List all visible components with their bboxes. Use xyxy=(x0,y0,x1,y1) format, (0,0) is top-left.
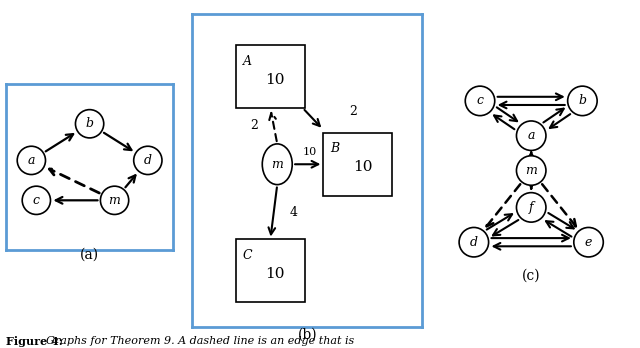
Bar xyxy=(236,45,305,108)
Circle shape xyxy=(22,186,51,214)
Circle shape xyxy=(516,121,546,150)
Text: a: a xyxy=(28,154,35,167)
Circle shape xyxy=(459,228,488,257)
Text: (a): (a) xyxy=(80,248,99,262)
Text: d: d xyxy=(470,236,478,249)
Text: m: m xyxy=(109,194,120,207)
Text: a: a xyxy=(527,129,535,142)
Circle shape xyxy=(262,144,292,184)
Text: b: b xyxy=(579,94,586,108)
Text: e: e xyxy=(585,236,592,249)
Circle shape xyxy=(516,193,546,222)
Text: Graphs for Theorem 9. A dashed line is an edge that is: Graphs for Theorem 9. A dashed line is a… xyxy=(46,336,355,346)
Text: 10: 10 xyxy=(353,160,372,174)
Text: B: B xyxy=(330,142,339,155)
Circle shape xyxy=(568,86,597,116)
Bar xyxy=(323,133,392,196)
Text: c: c xyxy=(477,94,483,108)
Text: A: A xyxy=(243,55,252,68)
Circle shape xyxy=(134,146,162,175)
Circle shape xyxy=(17,146,45,175)
Text: c: c xyxy=(33,194,40,207)
Text: d: d xyxy=(144,154,152,167)
Text: C: C xyxy=(243,249,252,262)
Circle shape xyxy=(100,186,129,214)
Text: 2: 2 xyxy=(250,119,258,132)
Circle shape xyxy=(516,156,546,185)
Bar xyxy=(236,239,305,302)
Text: Figure 4:: Figure 4: xyxy=(6,336,63,347)
Text: b: b xyxy=(86,117,93,130)
Circle shape xyxy=(76,110,104,138)
Text: m: m xyxy=(271,158,283,171)
Text: 4: 4 xyxy=(289,206,298,219)
Text: 10: 10 xyxy=(302,147,317,157)
Text: 2: 2 xyxy=(349,104,357,118)
Text: m: m xyxy=(525,164,537,177)
Text: (c): (c) xyxy=(522,269,541,283)
Circle shape xyxy=(574,228,604,257)
Text: 10: 10 xyxy=(265,267,285,281)
Circle shape xyxy=(465,86,495,116)
Text: 10: 10 xyxy=(265,73,285,87)
Text: f: f xyxy=(529,201,534,214)
Text: (b): (b) xyxy=(298,327,317,341)
